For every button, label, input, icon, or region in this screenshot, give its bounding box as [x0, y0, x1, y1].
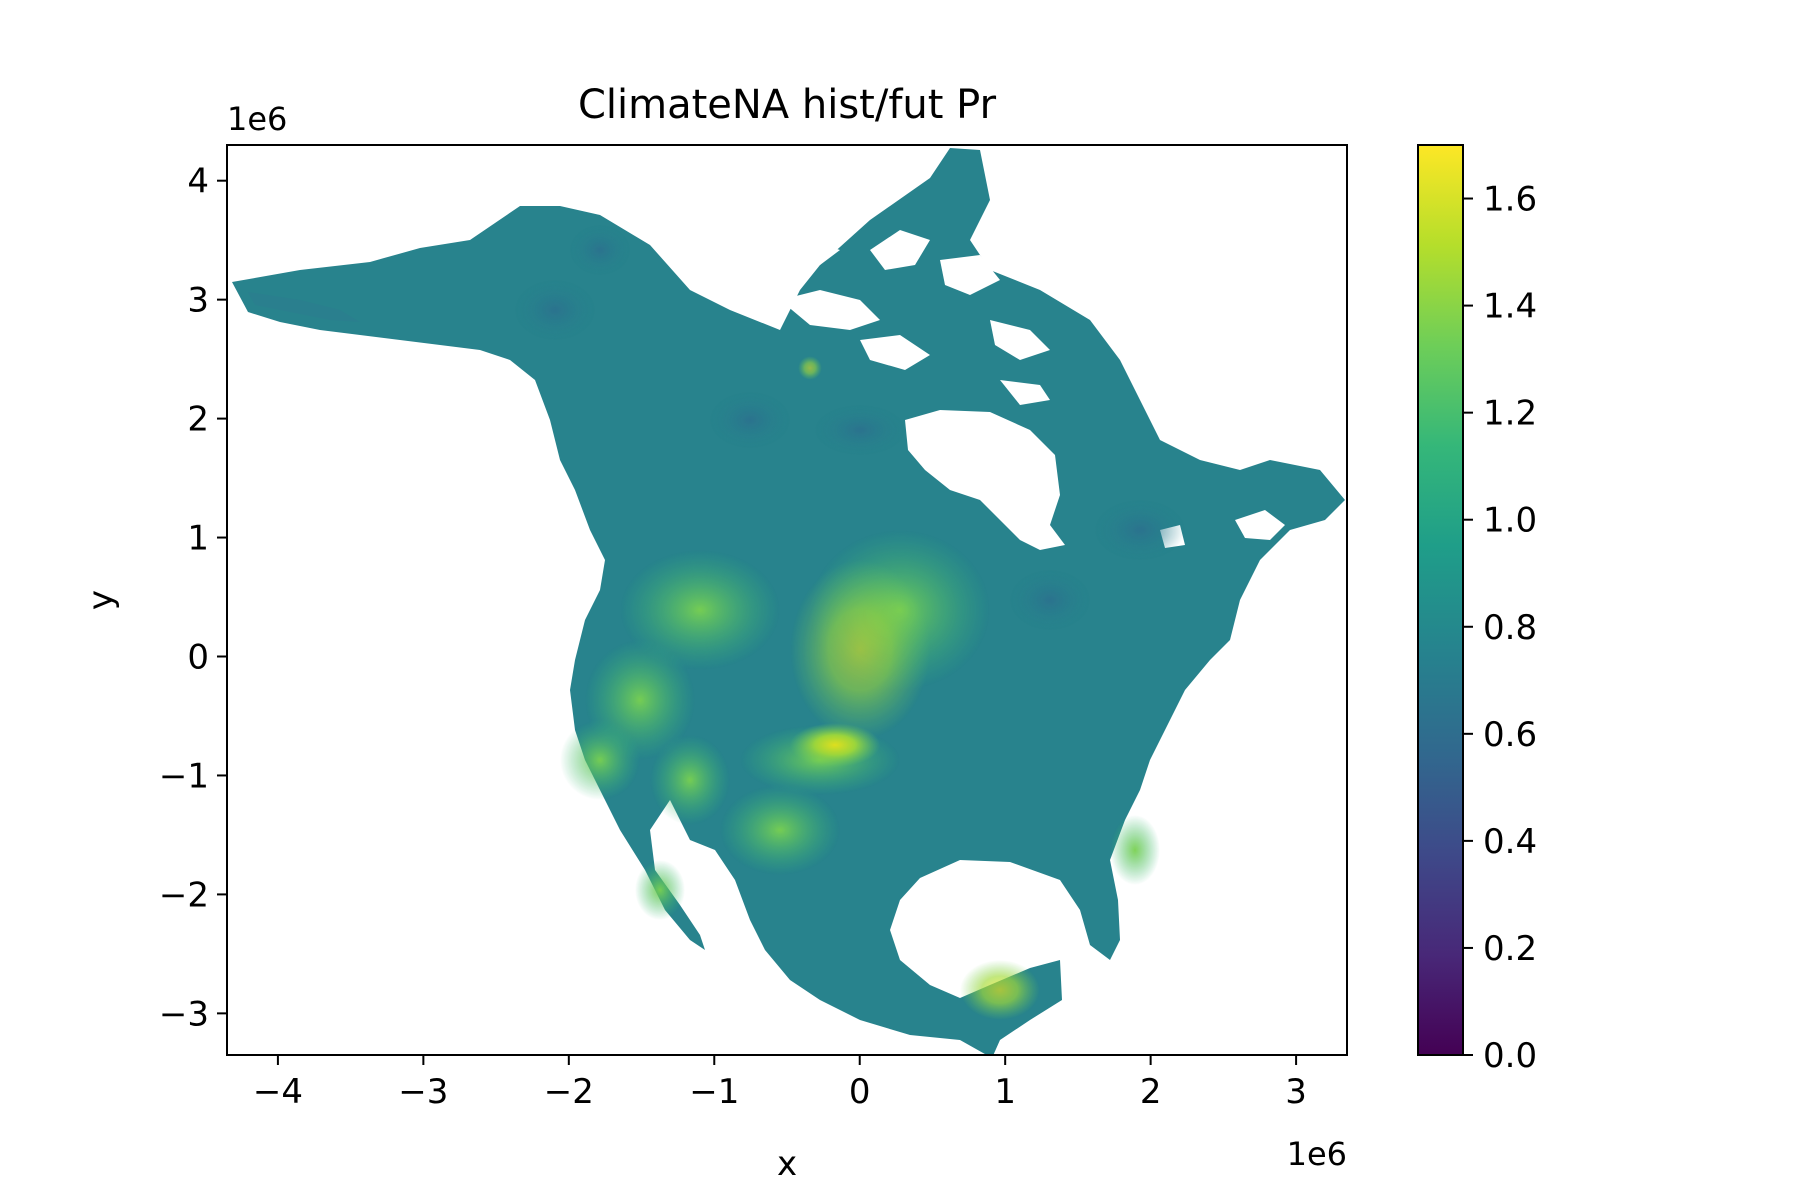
continent-shape	[232, 148, 1345, 1055]
x-axis-ticks: −4 −3 −2 −1 0 1 2 3	[253, 1055, 1307, 1112]
x-tick-label: −1	[689, 1072, 739, 1112]
y-axis-ticks: −3 −2 −1 0 1 2 3 4	[159, 162, 227, 1034]
x-axis-label: x	[777, 1144, 797, 1184]
colorbar	[1417, 144, 1464, 1056]
x-tick-label: −3	[398, 1072, 448, 1112]
y-axis-label: y	[81, 590, 121, 610]
colorbar-tick-label: 0.6	[1483, 715, 1537, 755]
x-tick-label: 1	[994, 1072, 1016, 1112]
heatmap-field	[232, 148, 1345, 1055]
x-tick-label: −2	[544, 1072, 594, 1112]
y-tick-label: −3	[159, 994, 209, 1034]
x-tick-label: 2	[1140, 1072, 1162, 1112]
y-offset-label: 1e6	[227, 100, 287, 138]
x-tick-label: −4	[253, 1072, 303, 1112]
x-tick-label: 3	[1285, 1072, 1307, 1112]
colorbar-tick-label: 0.0	[1483, 1036, 1537, 1076]
x-tick-label: 0	[849, 1072, 871, 1112]
y-tick-label: 2	[187, 400, 209, 440]
y-tick-label: −2	[159, 875, 209, 915]
y-tick-label: 1	[187, 519, 209, 559]
colorbar-tick-label: 1.4	[1483, 287, 1537, 327]
y-tick-label: 3	[187, 281, 209, 321]
colorbar-tick-label: 0.4	[1483, 822, 1537, 862]
colorbar-tick-label: 1.6	[1483, 180, 1537, 220]
colorbar-ticks: 0.0 0.2 0.4 0.6 0.8 1.0 1.2 1.4 1.6	[1463, 180, 1537, 1076]
field-variation	[515, 225, 1185, 1020]
y-tick-label: −1	[159, 756, 209, 796]
y-tick-label: 4	[187, 162, 209, 202]
plot-frame	[226, 144, 1348, 1056]
chart-title: ClimateNA hist/fut Pr	[578, 82, 997, 128]
colorbar-tick-label: 0.2	[1483, 929, 1537, 969]
colorbar-tick-label: 1.2	[1483, 394, 1537, 434]
x-offset-label: 1e6	[1287, 1135, 1347, 1173]
colorbar-tick-label: 0.8	[1483, 608, 1537, 648]
colorbar-tick-label: 1.0	[1483, 501, 1537, 541]
y-tick-label: 0	[187, 638, 209, 678]
